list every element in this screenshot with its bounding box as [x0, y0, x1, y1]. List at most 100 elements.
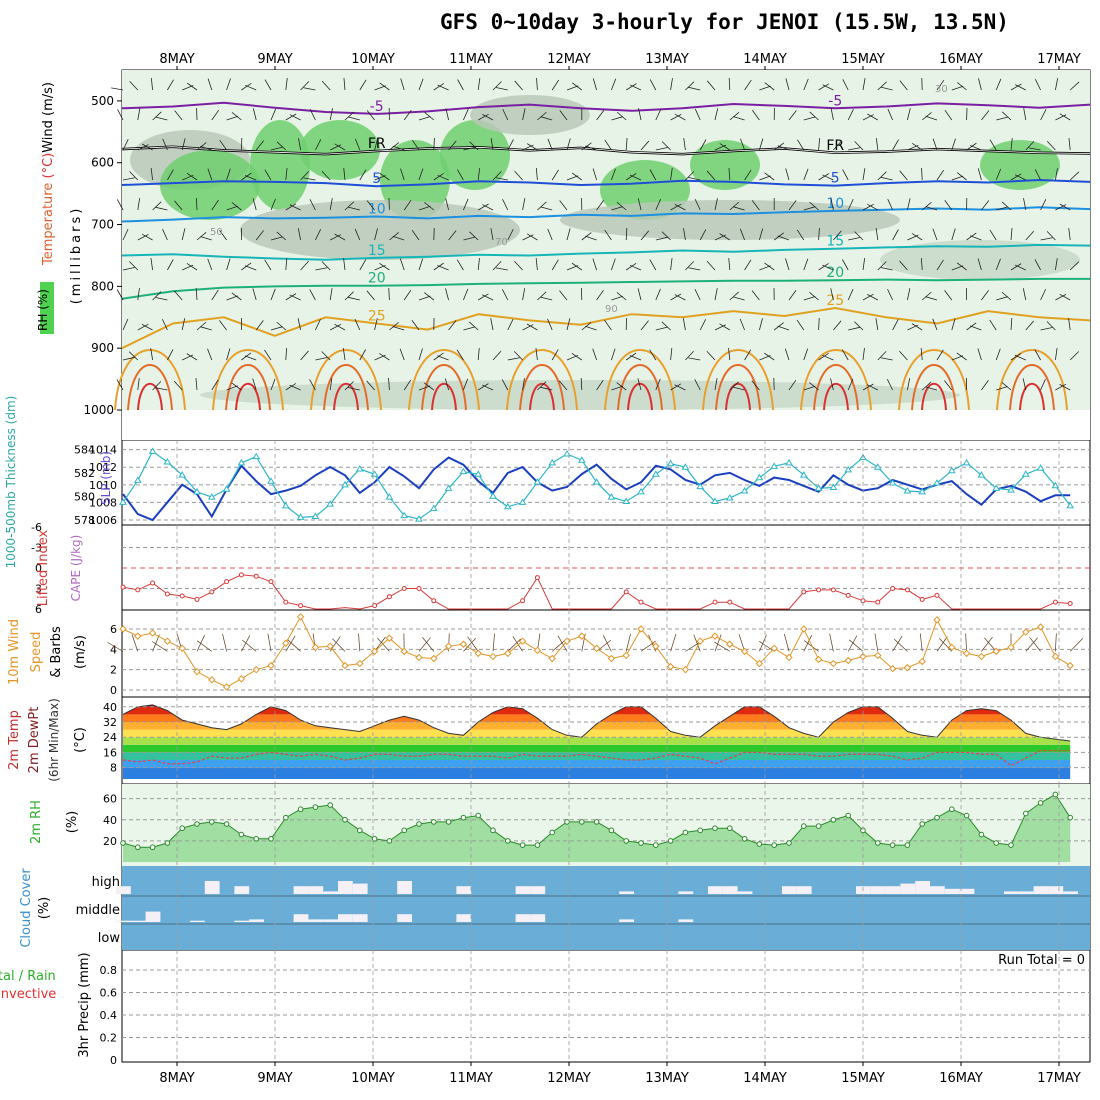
- wind-barb: [456, 349, 464, 361]
- wind-barb: [683, 228, 686, 241]
- wind-barb: [625, 633, 631, 652]
- wind-barb: [285, 635, 296, 652]
- wind-barb: [670, 168, 673, 181]
- slp-point: [267, 477, 275, 484]
- lifted-index-point: [1067, 601, 1073, 607]
- wind-barb: [437, 84, 449, 91]
- wind-barb: [507, 638, 521, 652]
- cloud-bar: [885, 886, 901, 894]
- wind-speed-point: [992, 647, 1000, 656]
- wind-barb: [1010, 173, 1022, 181]
- rh-contour-fill: [560, 200, 900, 240]
- cloud-bar: [619, 891, 634, 894]
- rh-point: [741, 835, 748, 842]
- lifted-index-point: [386, 594, 392, 600]
- wind-barb: [728, 77, 731, 91]
- precip-total-label: Total / Rain: [0, 969, 56, 984]
- wind-barb: [522, 234, 534, 241]
- wind-barb: [862, 293, 874, 301]
- wind-tick-label: 2: [110, 664, 117, 677]
- wind-speed-point: [459, 640, 468, 648]
- wind-barb: [728, 258, 731, 271]
- wind-barb: [785, 258, 790, 271]
- y-tick-label: 600: [91, 156, 114, 170]
- wind-speed-point: [681, 665, 690, 674]
- rh-point: [549, 829, 556, 836]
- wind-barb: [392, 326, 405, 331]
- wind-barb: [996, 206, 1008, 211]
- cloud-bar: [308, 919, 324, 922]
- isotherm-40-loop: [431, 382, 457, 411]
- wind-barb: [512, 636, 523, 652]
- cloud-bar: [944, 888, 960, 894]
- wind-barb: [200, 326, 212, 331]
- slp-point: [622, 497, 631, 505]
- wind-barb: [732, 296, 745, 301]
- thickness-tick-label: 582: [74, 467, 95, 480]
- wind-barb: [463, 326, 476, 331]
- minmax-axis-label: (6hr Min/Max): [47, 698, 61, 782]
- wind-speed-point: [607, 654, 616, 663]
- wind-barb: [732, 206, 745, 211]
- rh-point: [579, 819, 585, 825]
- wind-barb: [880, 176, 893, 181]
- wind-barb: [977, 258, 982, 271]
- rh-point: [653, 842, 659, 848]
- wind-barb: [389, 321, 399, 331]
- precip-axis-label: 3hr Precip (mm): [77, 952, 92, 1057]
- wind-barb: [611, 116, 624, 121]
- run-total-label: Run Total = 0: [998, 953, 1085, 968]
- dewpoint-line: [122, 749, 1071, 767]
- isotherm-line: [121, 178, 1091, 188]
- wind-barb: [329, 108, 333, 121]
- wind-barb: [764, 352, 775, 361]
- wind-speed-point: [770, 644, 778, 653]
- wind-barb: [880, 86, 893, 91]
- wind-barb: [437, 265, 449, 271]
- rh-point: [1037, 800, 1044, 806]
- lifted-index-point: [875, 599, 881, 605]
- wind-speed-point: [474, 649, 482, 658]
- wind-barb: [547, 318, 553, 331]
- wind-speed-axis-label: Speed: [29, 632, 44, 673]
- cloud-bar: [796, 886, 812, 894]
- isotherm-40-loop: [333, 382, 359, 411]
- slp-point: [607, 493, 616, 500]
- wind-barb: [649, 259, 657, 271]
- wind-barb: [231, 382, 242, 391]
- cloud-bar: [737, 891, 753, 894]
- wind-barb: [875, 228, 879, 241]
- isotherm-35-loop: [323, 364, 369, 411]
- precip-tick-label: 0: [110, 1054, 117, 1067]
- lifted-index-point: [224, 579, 230, 585]
- slp-point: [193, 487, 201, 495]
- wind-barb: [604, 229, 612, 241]
- wind-speed-point: [1066, 661, 1074, 670]
- lifted-index-point: [904, 587, 910, 593]
- wind-barb: [445, 288, 449, 301]
- wind-barb: [181, 228, 186, 241]
- wind-barb: [867, 203, 878, 211]
- wind-barb: [522, 108, 526, 121]
- cloud-bar: [190, 920, 205, 922]
- wind-barb: [714, 288, 718, 301]
- slp-point: [977, 471, 986, 478]
- wind-barb: [729, 111, 740, 121]
- wind-barb: [152, 634, 160, 652]
- wind-barb: [571, 262, 583, 271]
- wind-barb: [1014, 264, 1026, 271]
- wind-barb: [674, 113, 686, 121]
- wind-barb: [729, 291, 739, 301]
- wind-speed-point: [1007, 643, 1015, 652]
- wind-barb: [270, 326, 283, 331]
- wind-barb: [784, 633, 790, 652]
- rh-point: [934, 814, 940, 821]
- wind-barb: [400, 168, 405, 181]
- wind-barb: [981, 380, 989, 391]
- wind-barb: [739, 318, 745, 331]
- wind-barb: [847, 635, 858, 652]
- wind-barb: [389, 232, 399, 241]
- wind-barb: [714, 234, 727, 241]
- wind-barb: [788, 200, 797, 211]
- wind-speed-point: [711, 632, 719, 640]
